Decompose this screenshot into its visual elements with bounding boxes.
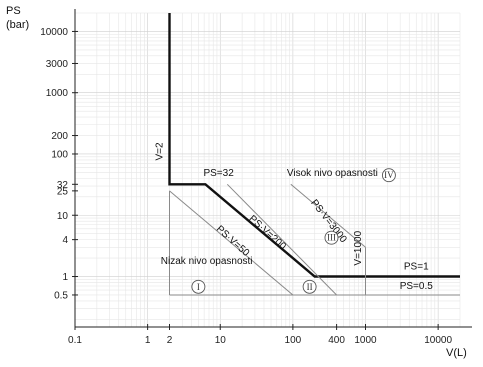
zone-circle (381, 168, 396, 183)
threshold-line (226, 183, 337, 296)
data-lines (168, 13, 460, 296)
annotation-label: PS=32 (203, 168, 234, 179)
y-axis-label: PS (6, 5, 21, 17)
annotations: V=2PS=32 Visok nivo opasnostiPS·V=3000PS·… (154, 142, 433, 292)
grid-lines (74, 12, 461, 327)
y-tick-label: 4 (62, 235, 68, 246)
y-tick-label: 1000 (46, 88, 69, 99)
zone-label: II (307, 282, 313, 292)
annotation-label: Nizak nivo opasnosti (161, 256, 253, 267)
zone-label: I (197, 282, 200, 292)
y-tick-label: 0.5 (54, 290, 68, 301)
boundary-line (168, 13, 460, 278)
zone-label: IV (384, 170, 394, 180)
zone-circle (324, 230, 339, 245)
annotation-label: PS·V=200 (246, 213, 288, 252)
annotation-label: PS=0.5 (400, 281, 434, 292)
y-tick-label: 10 (57, 211, 69, 222)
x-tick-label: 10 (215, 335, 227, 346)
annotation-label: V=1000 (353, 230, 364, 265)
x-tick-label: 100 (285, 335, 302, 346)
threshold-line (290, 183, 366, 248)
threshold-line (169, 190, 294, 296)
y-tick-label: 32 (57, 180, 69, 191)
annotation-label: V=2 (154, 142, 165, 161)
zone-circle (302, 279, 317, 294)
axes (74, 9, 472, 328)
y-tick-label: 100 (51, 149, 68, 160)
x-tick-label: 1000 (354, 335, 377, 346)
y-tick-label: 200 (51, 131, 68, 142)
y-tick-label: 10000 (40, 27, 68, 38)
annotation-label: PS=1 (404, 262, 429, 273)
zone-label: III (327, 233, 336, 243)
y-axis-unit: (bar) (6, 19, 29, 31)
tick-labels: 0.1 1 2 10 100 400 1000 10000100003000100020010… (40, 27, 452, 346)
x-tick-label: 0.1 (68, 335, 82, 346)
y-tick-label: 1 (62, 272, 68, 283)
x-tick-label: 400 (328, 335, 345, 346)
x-axis-label: V(L) (446, 347, 467, 359)
x-tick-label: 2 (167, 335, 173, 346)
y-tick-label: 25 (57, 186, 69, 197)
x-tick-label: 10000 (424, 335, 452, 346)
y-tick-label: 3000 (46, 59, 69, 70)
x-tick-label: 1 (145, 335, 151, 346)
annotation-label: Visok nivo opasnosti (287, 168, 378, 179)
zone-circle (191, 279, 206, 294)
